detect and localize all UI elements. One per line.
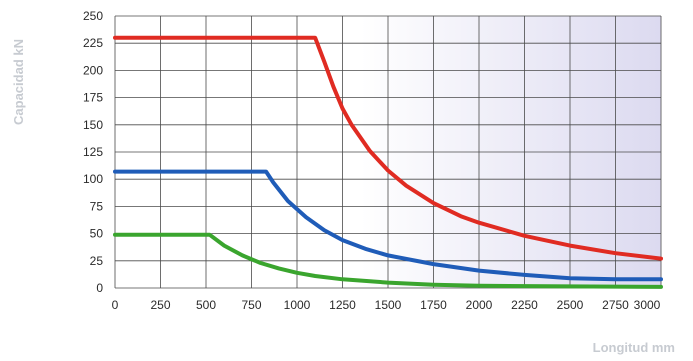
y-tick-label: 75 <box>90 199 104 213</box>
x-tick-label: 1000 <box>284 298 311 312</box>
grid <box>114 15 662 289</box>
y-tick-label: 225 <box>83 36 103 50</box>
x-tick-label: 1500 <box>375 298 402 312</box>
y-tick-label: 50 <box>90 227 104 241</box>
x-tick-label: 500 <box>196 298 216 312</box>
x-axis-title: Longitud mm <box>593 340 675 355</box>
x-tick-label: 250 <box>150 298 170 312</box>
y-tick-label: 150 <box>83 118 103 132</box>
x-tick-label: 750 <box>241 298 261 312</box>
series-group <box>113 35 663 289</box>
x-tick-label: 2000 <box>466 298 493 312</box>
x-tick-label: 3000 <box>634 298 661 312</box>
x-tick-label: 1750 <box>420 298 447 312</box>
x-tick-label: 2750 <box>602 298 629 312</box>
y-tick-label: 125 <box>83 145 103 159</box>
x-tick-label: 1250 <box>329 298 356 312</box>
y-tick-label: 175 <box>83 91 103 105</box>
series-line <box>113 169 663 282</box>
y-tick-label: 200 <box>83 63 103 77</box>
series-line <box>113 232 663 289</box>
y-tick-label: 0 <box>96 281 103 295</box>
x-tick-label: 0 <box>112 298 119 312</box>
x-tick-label: 2500 <box>557 298 584 312</box>
x-tick-label: 2250 <box>511 298 538 312</box>
y-tick-label: 25 <box>90 254 104 268</box>
y-tick-label: 100 <box>83 172 103 186</box>
y-tick-label: 250 <box>83 9 103 23</box>
y-axis-title: Capacidad kN <box>11 39 26 125</box>
series-line <box>113 35 663 261</box>
